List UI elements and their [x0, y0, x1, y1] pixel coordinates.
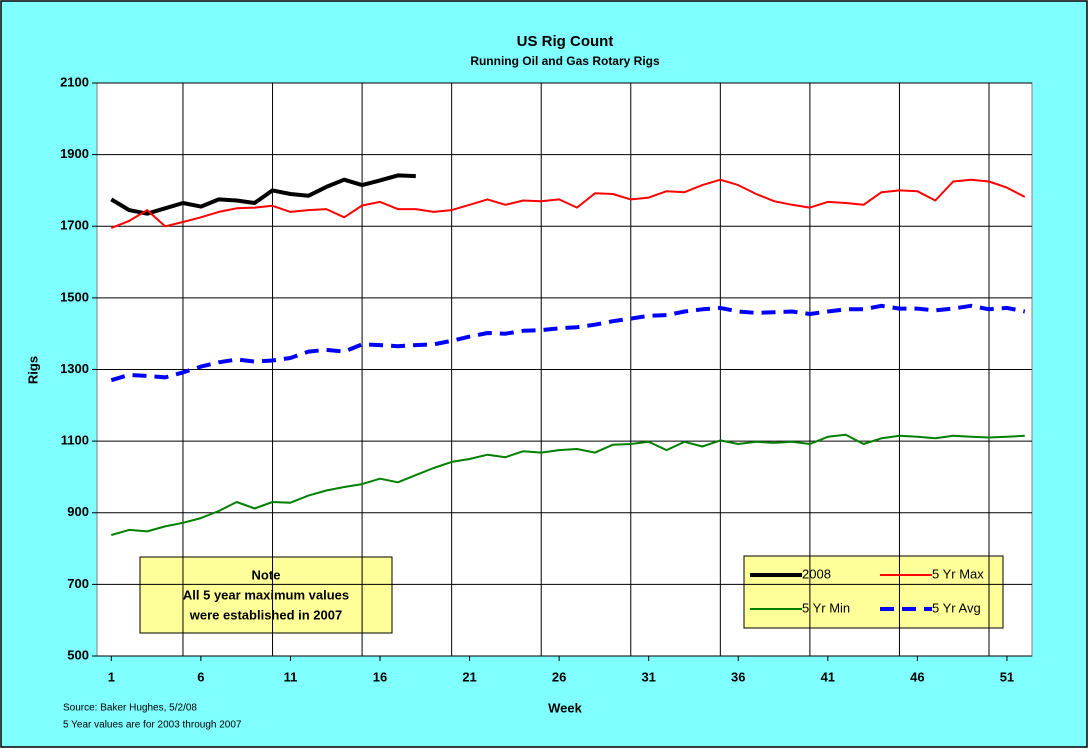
x-tick-label: 16 [373, 669, 387, 684]
legend-label: 5 Yr Max [932, 566, 984, 581]
footnote: 5 Year values are for 2003 through 2007 [63, 720, 242, 731]
y-tick-label: 500 [67, 647, 89, 662]
x-axis-label: Week [548, 700, 582, 715]
legend-label: 5 Yr Min [802, 600, 850, 615]
legend-label: 2008 [802, 566, 831, 581]
note-text: All 5 year maximum values [183, 587, 349, 602]
y-tick-label: 1900 [60, 146, 89, 161]
y-tick-label: 900 [67, 504, 89, 519]
x-tick-label: 6 [197, 669, 204, 684]
chart-subtitle: Running Oil and Gas Rotary Rigs [470, 54, 660, 68]
legend [743, 555, 1004, 629]
x-tick-label: 46 [910, 669, 924, 684]
x-tick-label: 26 [552, 669, 566, 684]
series-line [110, 173, 416, 216]
chart-title: US Rig Count [517, 33, 614, 50]
series-line [111, 433, 1025, 536]
y-axis-label: Rigs [25, 356, 40, 384]
x-tick-label: 21 [462, 669, 476, 684]
x-tick-label: 1 [108, 669, 115, 684]
x-tick-label: 41 [821, 669, 835, 684]
note-text: were established in 2007 [189, 607, 342, 622]
y-tick-label: 1500 [60, 289, 89, 304]
y-tick-label: 700 [67, 576, 89, 591]
note-box [139, 556, 393, 634]
footnote: Source: Baker Hughes, 5/2/08 [63, 703, 197, 714]
series-line [110, 178, 1026, 229]
x-tick-label: 36 [731, 669, 745, 684]
y-tick-label: 2100 [60, 74, 89, 89]
legend-label: 5 Yr Avg [932, 600, 981, 615]
series-line [110, 303, 1026, 383]
y-tick-label: 1300 [60, 361, 89, 376]
y-tick-label: 1700 [60, 218, 89, 233]
x-tick-label: 51 [1000, 669, 1014, 684]
note-title: Note [252, 567, 281, 582]
y-tick-label: 1100 [61, 433, 89, 448]
x-tick-label: 31 [641, 669, 655, 684]
x-tick-label: 11 [284, 669, 298, 684]
